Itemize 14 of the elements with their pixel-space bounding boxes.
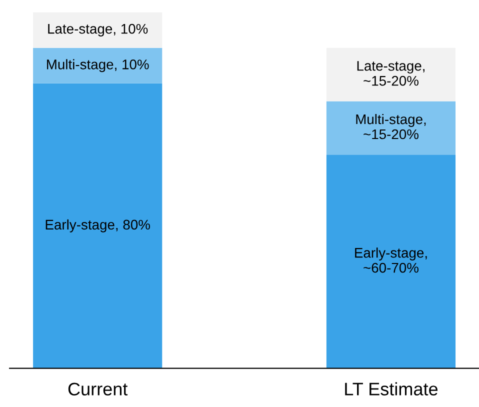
bar [326, 154, 456, 368]
x-tick-label: LT Estimate [345, 382, 438, 396]
bar [326, 48, 456, 102]
data-label: Multi-stage, 10% [47, 59, 149, 72]
bar [33, 12, 162, 48]
bar [326, 101, 456, 155]
bar [33, 83, 162, 368]
data-label: Late-stage, ~15-20% [357, 61, 424, 86]
data-label: Multi-stage, ~15-20% [356, 114, 426, 140]
x-tick-label: Current [68, 382, 128, 396]
data-label: Late-stage, 10% [48, 24, 148, 36]
data-label: Early-stage, ~60-70% [355, 248, 427, 273]
data-label: Early-stage, 80% [46, 219, 150, 232]
bar [33, 48, 162, 84]
